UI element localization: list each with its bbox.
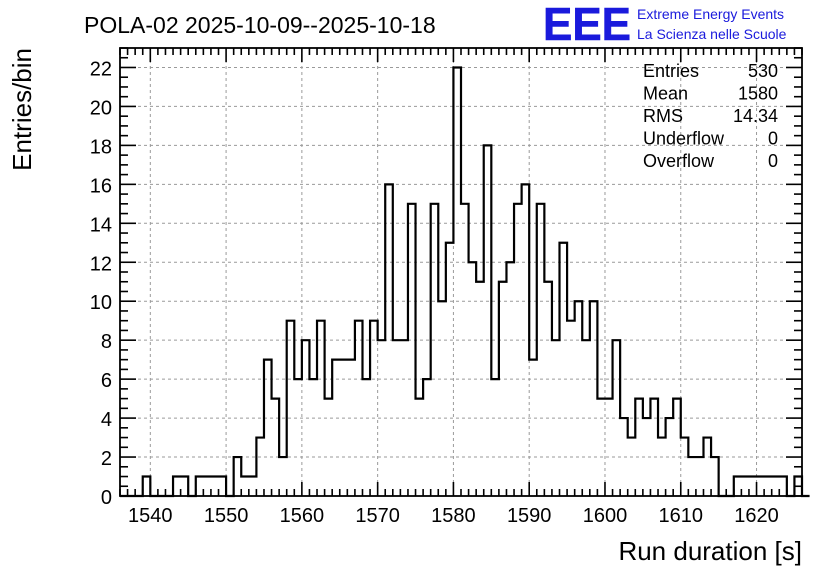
stats-label: Underflow <box>643 129 725 149</box>
x-tick-label: 1620 <box>734 505 779 527</box>
y-tick-label: 18 <box>90 136 112 158</box>
y-tick-label: 12 <box>90 253 112 275</box>
x-tick-label: 1580 <box>431 505 476 527</box>
x-tick-label: 1550 <box>204 505 249 527</box>
stats-label: Overflow <box>643 151 715 171</box>
chart-title: POLA-02 2025-10-09--2025-10-18 <box>84 12 436 38</box>
stats-value: 0 <box>768 129 778 149</box>
stats-label: RMS <box>643 106 683 126</box>
x-tick-label: 1610 <box>659 505 704 527</box>
histogram-outline <box>120 66 810 498</box>
stats-value: 0 <box>768 151 778 171</box>
y-tick-label: 14 <box>90 214 112 236</box>
axis-ticks <box>119 47 803 497</box>
stats-value: 14.34 <box>733 106 778 126</box>
y-axis-label: Entries/bin <box>7 48 37 171</box>
logo-line-1: Extreme Energy Events <box>637 6 784 22</box>
y-tick-labels: 0 2 4 6 8 10 12 14 16 18 20 22 <box>90 58 112 509</box>
y-tick-label: 6 <box>101 370 112 392</box>
x-tick-label: 1590 <box>507 505 552 527</box>
y-tick-label: 2 <box>101 448 112 470</box>
x-tick-label: 1560 <box>280 505 325 527</box>
y-tick-label: 0 <box>101 487 112 509</box>
y-tick-label: 10 <box>90 292 112 314</box>
x-tick-label: 1540 <box>128 505 173 527</box>
y-tick-label: 16 <box>90 175 112 197</box>
eee-logo: EEE Extreme Energy Events La Scienza nel… <box>543 0 787 50</box>
x-tick-labels: 1540 1550 1560 1570 1580 1590 1600 1610 1620 <box>128 505 779 527</box>
stats-label: Entries <box>643 61 699 81</box>
x-axis-label: Run duration [s] <box>618 536 802 566</box>
eee-logo-mark: EEE <box>543 0 631 50</box>
stats-value: 1580 <box>738 84 778 104</box>
y-tick-label: 8 <box>101 331 112 353</box>
x-tick-label: 1570 <box>355 505 400 527</box>
y-tick-label: 22 <box>90 58 112 80</box>
stats-box: Entries 530 Mean 1580 RMS 14.34 Underflow 0 Over… <box>643 61 778 171</box>
y-tick-label: 4 <box>101 409 112 431</box>
stats-label: Mean <box>643 84 688 104</box>
stats-value: 530 <box>748 61 778 81</box>
y-tick-label: 20 <box>90 97 112 119</box>
logo-line-2: La Scienza nelle Scuole <box>637 26 787 42</box>
x-tick-label: 1600 <box>583 505 628 527</box>
